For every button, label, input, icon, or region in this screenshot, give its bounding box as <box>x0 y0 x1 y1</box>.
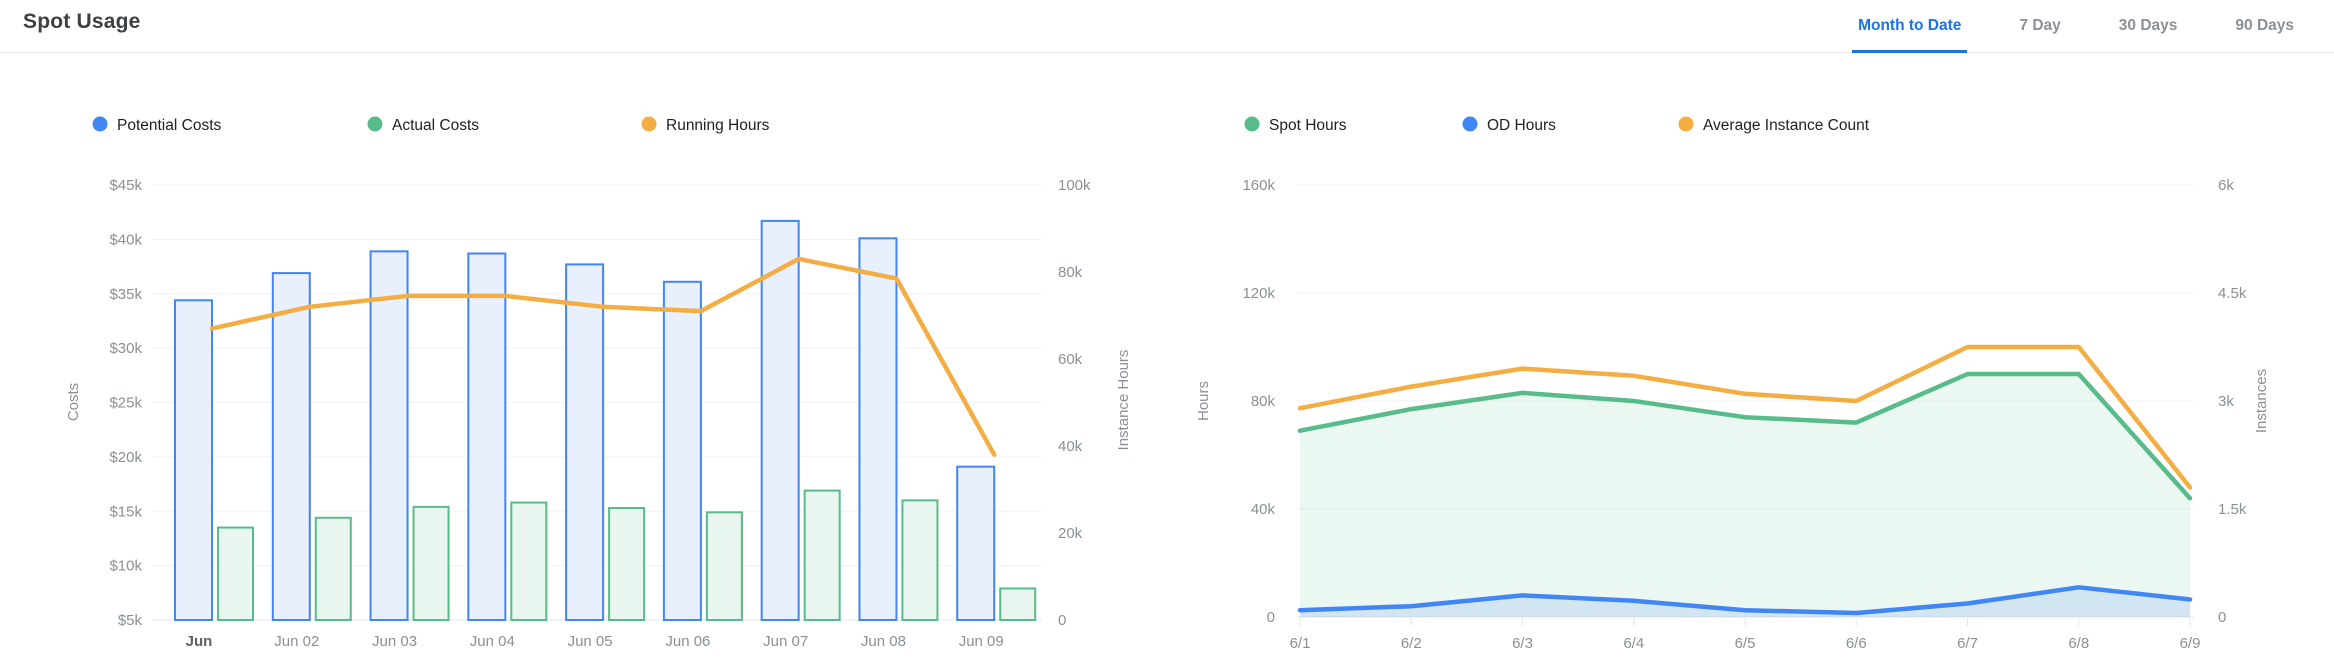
line-od-hours <box>1297 585 2193 616</box>
legend-label: OD Hours <box>1487 117 1556 134</box>
bar-potential-costs <box>271 272 311 621</box>
left-axis-tick-label: $35k <box>109 286 142 303</box>
x-axis-label: Jun 02 <box>274 633 319 650</box>
bar-potential-costs <box>662 280 702 621</box>
x-axis-label: 6/9 <box>2180 635 2201 652</box>
legend-label: Average Instance Count <box>1703 117 1870 134</box>
right-axis-tick-label: 80k <box>1058 264 1083 281</box>
right-axis-title: Instance Hours <box>1115 350 1132 451</box>
right-axis-tick-label: 3k <box>2218 393 2234 410</box>
bar-potential-costs <box>565 263 605 621</box>
line-running-hours <box>209 256 997 457</box>
legend-dot-od-hours <box>1462 116 1478 132</box>
left-axis-tick-label: 80k <box>1251 393 1276 410</box>
x-axis-label: 6/1 <box>1290 635 1311 652</box>
bar-potential-costs <box>956 465 996 621</box>
x-axis-label: Jun 03 <box>372 633 417 650</box>
legend-dot-actual-costs <box>367 116 383 132</box>
x-axis-label: Jun 04 <box>470 633 515 650</box>
usage-chart[interactable]: 0 40k 80k 120k 160k 0 1.5k 3k 4.5k 6k Hours Instanc… <box>1195 116 2270 653</box>
right-axis-tick-label: 100k <box>1058 177 1091 194</box>
right-axis-tick-label: 60k <box>1058 351 1083 368</box>
bar-potential-costs <box>467 252 507 621</box>
right-axis-tick-label: 4.5k <box>2218 285 2247 302</box>
legend-item-potential-costs[interactable]: Potential Costs <box>92 116 222 135</box>
left-axis-tick-label: 120k <box>1242 285 1275 302</box>
left-axis-tick-label: $45k <box>109 177 142 194</box>
x-axis-label: Jun 07 <box>763 633 808 650</box>
bar-actual-costs <box>803 489 841 621</box>
legend-label: Potential Costs <box>117 117 221 134</box>
tab-month-to-date[interactable]: Month to Date <box>1852 0 1968 53</box>
legend-label: Actual Costs <box>392 117 479 134</box>
area-od-hours <box>1300 587 2190 617</box>
legend-item-od-hours[interactable]: OD Hours <box>1462 116 1557 135</box>
right-axis-tick-label: 0 <box>2218 609 2226 626</box>
bar-actual-costs <box>412 505 450 621</box>
line-spot-hours <box>1297 371 2193 501</box>
legend-dot-average-instance-count <box>1678 116 1694 132</box>
right-axis-tick-label: 6k <box>2218 177 2234 194</box>
left-axis-title: Costs <box>65 383 82 421</box>
legend-item-running-hours[interactable]: Running Hours <box>641 116 770 135</box>
left-axis-tick-label: $30k <box>109 340 142 357</box>
x-axis-label: 6/2 <box>1401 635 1422 652</box>
left-axis-tick-label: $5k <box>118 612 143 629</box>
right-axis-title: Instances <box>2253 369 2270 433</box>
tab-7-day[interactable]: 7 Day <box>2019 17 2061 34</box>
tab-30-days[interactable]: 30 Days <box>2118 17 2178 34</box>
left-axis-tick-label: $25k <box>109 395 142 412</box>
page-title: Spot Usage <box>23 10 141 33</box>
bar-actual-costs <box>999 587 1037 622</box>
legend-dot-potential-costs <box>92 116 108 132</box>
area-spot-hours <box>1300 374 2190 617</box>
legend-label: Spot Hours <box>1269 117 1347 134</box>
bar-actual-costs <box>217 526 254 621</box>
right-axis-tick-label: 40k <box>1058 438 1083 455</box>
left-axis-title: Hours <box>1195 381 1212 421</box>
legend-item-actual-costs[interactable]: Actual Costs <box>367 116 480 135</box>
x-axis-label: Jun 06 <box>665 633 710 650</box>
bar-potential-costs <box>760 219 800 621</box>
left-axis-tick-label: $20k <box>109 449 142 466</box>
bar-actual-costs <box>510 501 548 621</box>
x-axis-label: 6/3 <box>1512 635 1533 652</box>
bar-potential-costs <box>174 299 213 621</box>
header: Spot Usage Month to Date 7 Day 30 Days 9… <box>0 0 2334 53</box>
legend-item-average-instance-count[interactable]: Average Instance Count <box>1678 116 1870 135</box>
x-axis-label: 6/7 <box>1957 635 1978 652</box>
cost-chart[interactable]: $5k $10k $15k $20k $25k $30k $35k $40k $45k 0 20k 4… <box>65 116 1132 651</box>
legend-label: Running Hours <box>666 117 770 134</box>
left-axis-tick-label: 40k <box>1251 501 1276 518</box>
x-axis-label: Jun 05 <box>568 633 613 650</box>
left-axis-tick-label: 0 <box>1267 609 1275 626</box>
line-average-instance-count <box>1297 344 2193 490</box>
legend-item-spot-hours[interactable]: Spot Hours <box>1244 116 1347 135</box>
time-range-tabs: Month to Date 7 Day 30 Days 90 Days <box>1852 0 2294 53</box>
left-axis-tick-label: $10k <box>109 558 142 575</box>
bar-potential-costs <box>369 250 409 621</box>
legend-dot-spot-hours <box>1244 116 1260 132</box>
bar-actual-costs <box>608 506 646 621</box>
bar-actual-costs <box>705 511 743 622</box>
legend-dot-running-hours <box>641 116 657 132</box>
right-axis-tick-label: 1.5k <box>2218 501 2247 518</box>
bar-actual-costs <box>314 516 352 622</box>
x-axis-label: 6/6 <box>1846 635 1867 652</box>
tab-90-days[interactable]: 90 Days <box>2235 17 2294 34</box>
x-axis-label: 6/8 <box>2068 635 2089 652</box>
x-axis-label: Jun 09 <box>959 633 1004 650</box>
x-axis-label: 6/4 <box>1623 635 1644 652</box>
x-axis-label: Jun <box>186 633 213 650</box>
bar-potential-costs <box>858 237 898 621</box>
bar-actual-costs <box>901 499 939 621</box>
left-axis-tick-label: 160k <box>1242 177 1275 194</box>
x-axis-label: 6/5 <box>1735 635 1756 652</box>
right-axis-tick-label: 20k <box>1058 525 1083 542</box>
right-axis-tick-label: 0 <box>1058 612 1066 629</box>
x-axis-label: Jun 08 <box>861 633 906 650</box>
left-axis-tick-label: $15k <box>109 503 142 520</box>
left-axis-tick-label: $40k <box>109 231 142 248</box>
